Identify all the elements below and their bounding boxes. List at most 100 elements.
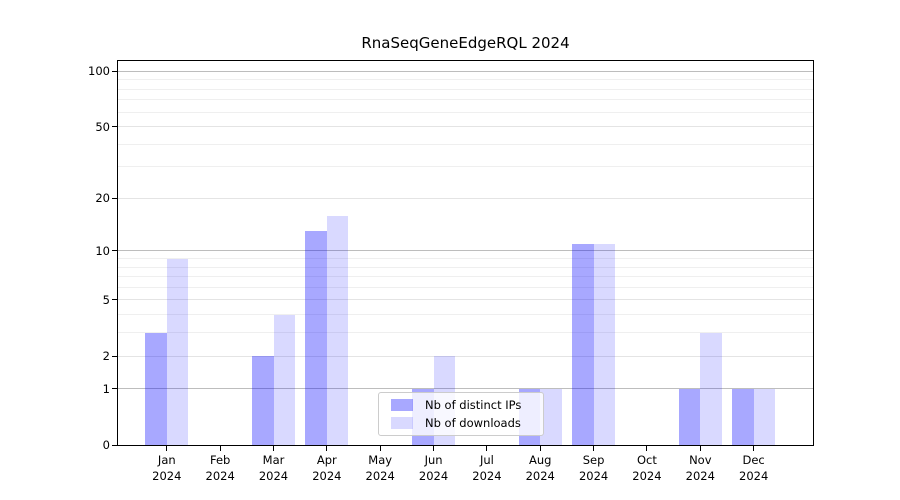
gridline-minor [118,79,813,81]
y-tick [112,126,117,128]
gridline-minor [118,258,813,260]
gridline-minor [118,332,813,334]
x-tick-label-year: 2024 [258,468,289,483]
bar-distinct-ips [145,332,167,445]
legend-entry-distinct-ips: Nb of distinct IPs [385,398,537,412]
x-tick-label-year: 2024 [525,468,555,483]
y-tick [112,388,117,390]
x-tick [273,446,274,451]
bar-distinct-ips [732,388,754,445]
bar-downloads [166,258,189,445]
bar-downloads [700,332,722,445]
x-tick-label-month: Dec [742,453,765,467]
x-tick [486,446,488,451]
x-tick-label-month: Mar [262,453,285,467]
x-tick-label-year: 2024 [365,468,395,483]
gridline-mid [118,197,813,199]
x-tick-label: Oct 2024 [619,453,675,484]
gridline-major [118,250,813,252]
bar-downloads [273,314,295,445]
x-tick [219,446,221,451]
gridline-major [118,70,813,72]
x-tick [166,446,168,451]
x-tick-label: Aug 2024 [512,453,568,484]
x-tick-label: Feb 2024 [192,453,248,484]
x-tick-label-year: 2024 [418,468,449,483]
y-tick-label: 10 [95,243,110,258]
x-tick [753,446,755,451]
gridline-mid [118,299,813,301]
bar-distinct-ips [252,356,274,445]
x-tick-label: May 2024 [352,453,408,484]
y-tick [112,444,117,446]
x-tick-label-year: 2024 [739,468,769,483]
x-tick-label-year: 2024 [312,468,342,483]
x-tick [593,446,595,451]
bar-distinct-ips [572,243,594,445]
x-tick-label: Dec 2024 [726,453,782,484]
x-tick-label-year: 2024 [472,468,502,483]
x-tick-label: Mar 2024 [246,453,302,484]
bar-downloads [593,243,616,445]
bar-distinct-ips [678,388,701,445]
gridline-minor [118,99,813,101]
gridline-minor [118,166,813,168]
x-tick-label-year: 2024 [578,468,609,483]
gridline-mid [118,355,813,357]
legend-swatch-distinct-ips-icon [391,399,413,411]
plot-area [117,60,814,446]
x-tick-label: Jul 2024 [459,453,515,484]
x-tick-label-month: Nov [689,453,712,467]
bar-downloads [753,388,776,445]
gridline-minor [118,314,813,316]
gridline-minor [118,266,813,268]
x-tick-label-year: 2024 [632,468,662,483]
gridline-minor [118,111,813,113]
x-tick-label: Sep 2024 [566,453,622,484]
gridline-minor [118,143,813,145]
x-tick-label-month: Apr [316,453,337,467]
legend-label-distinct-ips: Nb of distinct IPs [425,398,522,412]
legend-entry-downloads: Nb of downloads [385,416,537,430]
x-tick [326,446,328,451]
x-tick-label-month: Jul [479,453,494,467]
x-tick [433,446,435,451]
legend: Nb of distinct IPs Nb of downloads [378,392,544,436]
legend-swatch-downloads-icon [391,417,413,429]
x-tick [379,446,381,451]
x-tick-label-year: 2024 [685,468,715,483]
x-tick-label-month: Feb [209,453,231,467]
y-tick [112,197,117,199]
x-tick-label-month: Jun [424,453,443,467]
x-tick-label-year: 2024 [205,468,235,483]
x-tick-label: Nov 2024 [672,453,728,484]
bar-downloads [326,215,349,445]
x-tick [646,446,648,451]
gridline-minor [118,88,813,90]
x-tick-label-month: Oct [636,453,657,467]
y-tick-label: 2 [102,349,110,364]
gridline-minor [118,286,813,288]
legend-label-downloads: Nb of downloads [425,416,521,430]
x-tick-label-month: Jan [157,453,176,467]
x-tick [699,446,701,451]
y-tick-label: 0 [102,438,110,452]
gridline-minor [118,276,813,278]
x-tick-label: Jan 2024 [139,453,195,484]
gridline-mid [118,126,813,128]
gridline-major [118,388,813,390]
y-tick-label: 100 [88,64,110,79]
x-tick-label-month: Sep [582,453,605,467]
y-tick [112,299,117,301]
x-tick-label: Jun 2024 [406,453,462,484]
x-tick-label-month: May [368,453,393,467]
y-tick [112,70,117,72]
x-tick-label: Apr 2024 [299,453,355,484]
y-tick-label: 1 [102,381,110,396]
y-tick [112,355,117,357]
x-tick-label-month: Aug [529,453,552,467]
x-tick-label-year: 2024 [152,468,182,483]
x-tick [539,446,541,451]
y-tick-label: 20 [95,191,110,206]
